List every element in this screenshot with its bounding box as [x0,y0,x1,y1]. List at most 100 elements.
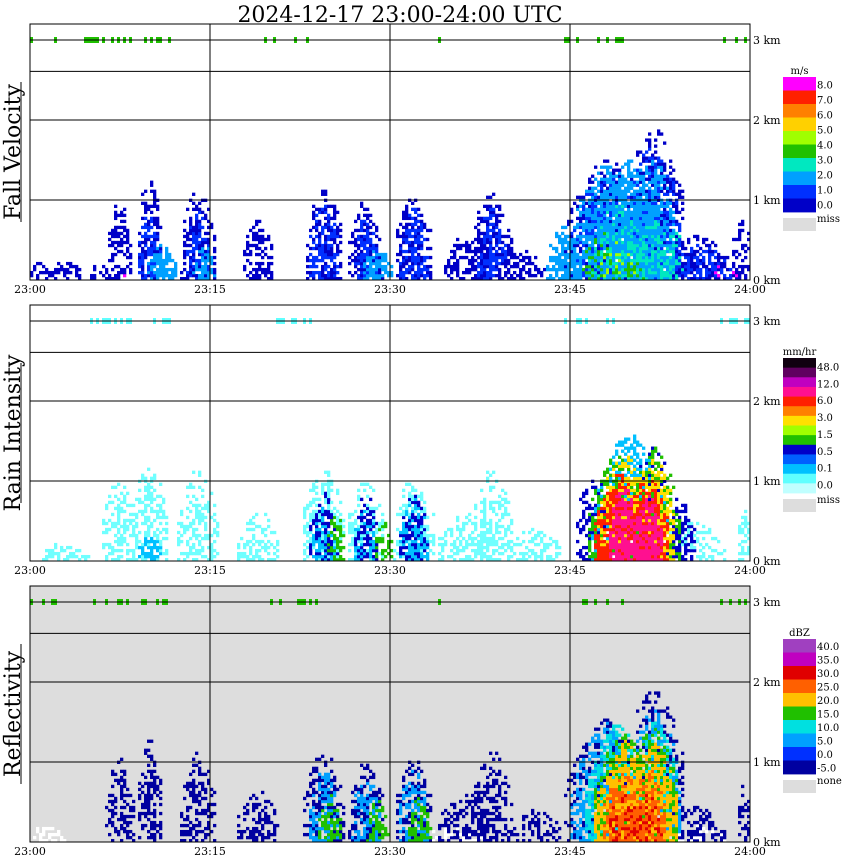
data-cell [195,512,199,517]
data-cell [684,557,688,562]
data-cell [333,273,337,278]
data-cell [213,518,217,523]
data-cell [420,234,424,239]
data-cell [156,246,160,251]
data-cell [618,494,622,499]
data-cell [663,231,667,236]
data-cell [309,234,313,239]
data-cell [558,252,562,257]
data-cell [399,542,403,547]
data-cell [618,222,622,227]
data-cell [306,524,310,529]
data-cell [315,234,319,239]
data-cell [657,539,661,544]
data-cell [705,267,709,272]
data-cell [42,264,46,269]
data-cell [651,515,655,520]
data-cell [588,258,592,263]
data-cell [375,536,379,541]
data-cell [381,258,385,263]
data-cell [684,533,688,538]
data-cell [645,234,649,239]
data-cell [339,228,343,233]
data-cell [648,536,652,541]
data-cell [594,213,598,218]
data-cell [612,171,616,175]
data-cell [321,548,325,553]
data-cell [555,261,559,266]
data-cell [615,216,619,221]
data-cell [624,186,628,190]
data-cell [699,273,703,278]
data-cell [411,267,415,272]
data-cell [102,518,106,523]
data-cell [654,506,658,511]
data-cell [588,252,592,257]
data-cell [609,216,613,221]
data-cell [477,246,481,251]
data-cell [339,512,343,517]
data-cell [717,255,721,260]
data-cell [474,503,478,508]
data-cell [588,228,592,233]
data-cell [408,554,412,559]
data-cell [204,273,208,278]
data-cell [654,539,658,544]
data-cell [534,264,538,269]
data-cell [204,503,208,508]
data-cell [669,177,673,181]
data-cell [111,551,115,556]
data-cell [612,210,616,215]
data-cell [591,515,595,520]
data-cell [636,216,640,221]
data-cell [468,249,472,254]
data-cell [213,530,217,535]
data-cell [408,255,412,260]
data-cell [633,234,637,239]
data-cell [477,545,481,550]
data-cell [114,557,118,562]
colorbar-label: 6.0 [817,111,833,122]
data-cell [246,557,250,562]
data-cell [624,500,628,505]
data-cell [75,267,79,272]
data-cell [690,246,694,251]
data-cell [633,216,637,221]
data-cell [255,231,259,236]
data-cell [429,276,433,281]
data-cell [444,270,448,275]
data-cell [405,509,409,514]
data-cell [504,542,508,547]
data-cell [108,494,112,499]
data-cell [408,515,412,520]
data-cell [654,216,658,221]
data-cell [558,240,562,245]
data-cell [645,557,649,562]
data-cell [381,557,385,562]
data-cell [363,264,367,269]
data-cell [417,213,421,218]
data-cell [147,539,151,544]
data-cell [147,270,151,275]
data-cell [114,276,118,281]
data-cell [369,246,373,251]
data-cell [492,536,496,541]
data-cell [324,500,328,505]
data-cell [411,548,415,553]
data-cell [654,222,658,227]
data-cell [141,509,145,514]
data-cell [387,273,391,278]
data-cell [192,533,196,538]
data-cell [621,189,625,193]
data-cell [183,243,187,248]
data-cell [600,186,604,190]
data-cell [606,180,610,184]
data-cell [267,545,271,550]
data-cell [123,530,127,535]
data-cell [168,267,172,272]
data-cell [696,255,700,260]
data-cell [573,270,577,275]
data-cell [603,557,607,562]
data-cell [633,503,637,508]
data-cell [741,527,745,532]
